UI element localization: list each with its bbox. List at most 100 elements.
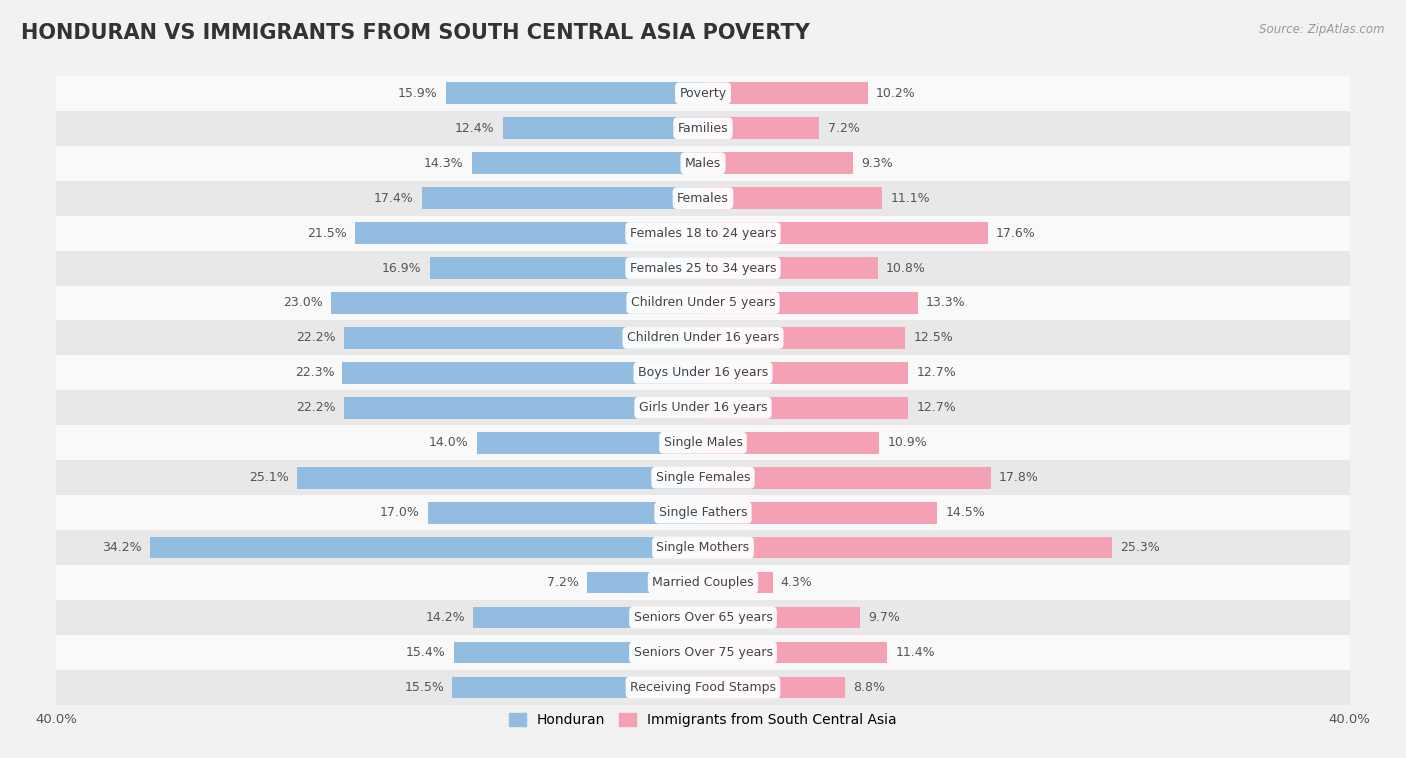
Text: 13.3%: 13.3% <box>927 296 966 309</box>
Text: 15.9%: 15.9% <box>398 86 437 100</box>
Text: Children Under 5 years: Children Under 5 years <box>631 296 775 309</box>
Text: Single Females: Single Females <box>655 471 751 484</box>
Bar <box>56 286 1350 321</box>
Text: 9.3%: 9.3% <box>862 157 893 170</box>
Text: Married Couples: Married Couples <box>652 576 754 589</box>
Bar <box>56 356 1350 390</box>
Text: Source: ZipAtlas.com: Source: ZipAtlas.com <box>1260 23 1385 36</box>
Bar <box>56 180 1350 215</box>
Text: 9.7%: 9.7% <box>868 611 900 624</box>
Bar <box>446 83 703 104</box>
Bar <box>703 152 853 174</box>
Legend: Honduran, Immigrants from South Central Asia: Honduran, Immigrants from South Central … <box>503 707 903 732</box>
Text: 12.5%: 12.5% <box>914 331 953 344</box>
Text: 7.2%: 7.2% <box>828 122 859 135</box>
Text: 11.1%: 11.1% <box>890 192 931 205</box>
Bar <box>703 642 887 663</box>
Bar <box>453 677 703 698</box>
Bar <box>477 432 703 453</box>
Text: Receiving Food Stamps: Receiving Food Stamps <box>630 681 776 694</box>
Bar <box>56 530 1350 565</box>
Bar <box>703 187 883 209</box>
Bar <box>56 565 1350 600</box>
Bar <box>703 677 845 698</box>
Bar <box>430 257 703 279</box>
Bar <box>56 215 1350 251</box>
Bar <box>56 251 1350 286</box>
Text: Single Mothers: Single Mothers <box>657 541 749 554</box>
Bar <box>703 362 908 384</box>
Text: HONDURAN VS IMMIGRANTS FROM SOUTH CENTRAL ASIA POVERTY: HONDURAN VS IMMIGRANTS FROM SOUTH CENTRA… <box>21 23 810 42</box>
Text: 14.2%: 14.2% <box>426 611 465 624</box>
Bar <box>703 467 991 489</box>
Bar <box>502 117 703 139</box>
Text: 10.8%: 10.8% <box>886 262 925 274</box>
Bar <box>703 83 868 104</box>
Text: Females: Females <box>678 192 728 205</box>
Text: 14.3%: 14.3% <box>425 157 464 170</box>
Bar <box>703 572 772 594</box>
Text: 22.2%: 22.2% <box>297 331 336 344</box>
Bar <box>150 537 703 559</box>
Bar <box>703 257 877 279</box>
Text: Families: Families <box>678 122 728 135</box>
Bar <box>343 362 703 384</box>
Bar <box>422 187 703 209</box>
Bar <box>56 600 1350 635</box>
Text: 10.9%: 10.9% <box>887 437 927 449</box>
Bar <box>332 292 703 314</box>
Bar <box>344 327 703 349</box>
Bar <box>56 425 1350 460</box>
Text: 22.2%: 22.2% <box>297 401 336 415</box>
Text: 15.5%: 15.5% <box>405 681 444 694</box>
Text: Single Males: Single Males <box>664 437 742 449</box>
Text: 12.4%: 12.4% <box>454 122 495 135</box>
Text: Children Under 16 years: Children Under 16 years <box>627 331 779 344</box>
Text: 17.0%: 17.0% <box>380 506 420 519</box>
Text: 12.7%: 12.7% <box>917 366 956 380</box>
Bar <box>472 152 703 174</box>
Bar <box>56 111 1350 146</box>
Text: Seniors Over 75 years: Seniors Over 75 years <box>634 646 772 659</box>
Bar <box>56 390 1350 425</box>
Text: 10.2%: 10.2% <box>876 86 915 100</box>
Text: Poverty: Poverty <box>679 86 727 100</box>
Bar <box>56 635 1350 670</box>
Bar <box>703 397 908 418</box>
Text: 12.7%: 12.7% <box>917 401 956 415</box>
Bar <box>56 495 1350 530</box>
Bar <box>474 606 703 628</box>
Text: 8.8%: 8.8% <box>853 681 886 694</box>
Text: 14.0%: 14.0% <box>429 437 468 449</box>
Text: 17.6%: 17.6% <box>995 227 1035 240</box>
Bar <box>703 327 905 349</box>
Bar <box>454 642 703 663</box>
Text: 7.2%: 7.2% <box>547 576 578 589</box>
Bar <box>586 572 703 594</box>
Text: 22.3%: 22.3% <box>295 366 335 380</box>
Bar <box>703 502 938 524</box>
Text: 16.9%: 16.9% <box>382 262 422 274</box>
Bar <box>356 222 703 244</box>
Bar <box>56 321 1350 356</box>
Bar <box>703 117 820 139</box>
Text: Females 18 to 24 years: Females 18 to 24 years <box>630 227 776 240</box>
Text: 15.4%: 15.4% <box>406 646 446 659</box>
Bar <box>344 397 703 418</box>
Text: 17.8%: 17.8% <box>998 471 1039 484</box>
Bar <box>56 670 1350 705</box>
Text: Single Fathers: Single Fathers <box>659 506 747 519</box>
Text: Seniors Over 65 years: Seniors Over 65 years <box>634 611 772 624</box>
Text: 25.1%: 25.1% <box>249 471 290 484</box>
Text: Boys Under 16 years: Boys Under 16 years <box>638 366 768 380</box>
Text: 11.4%: 11.4% <box>896 646 935 659</box>
Bar <box>56 460 1350 495</box>
Bar <box>56 146 1350 180</box>
Bar <box>703 222 987 244</box>
Text: 17.4%: 17.4% <box>374 192 413 205</box>
Bar <box>703 537 1112 559</box>
Bar <box>703 432 879 453</box>
Text: 23.0%: 23.0% <box>283 296 323 309</box>
Bar <box>703 292 918 314</box>
Text: Males: Males <box>685 157 721 170</box>
